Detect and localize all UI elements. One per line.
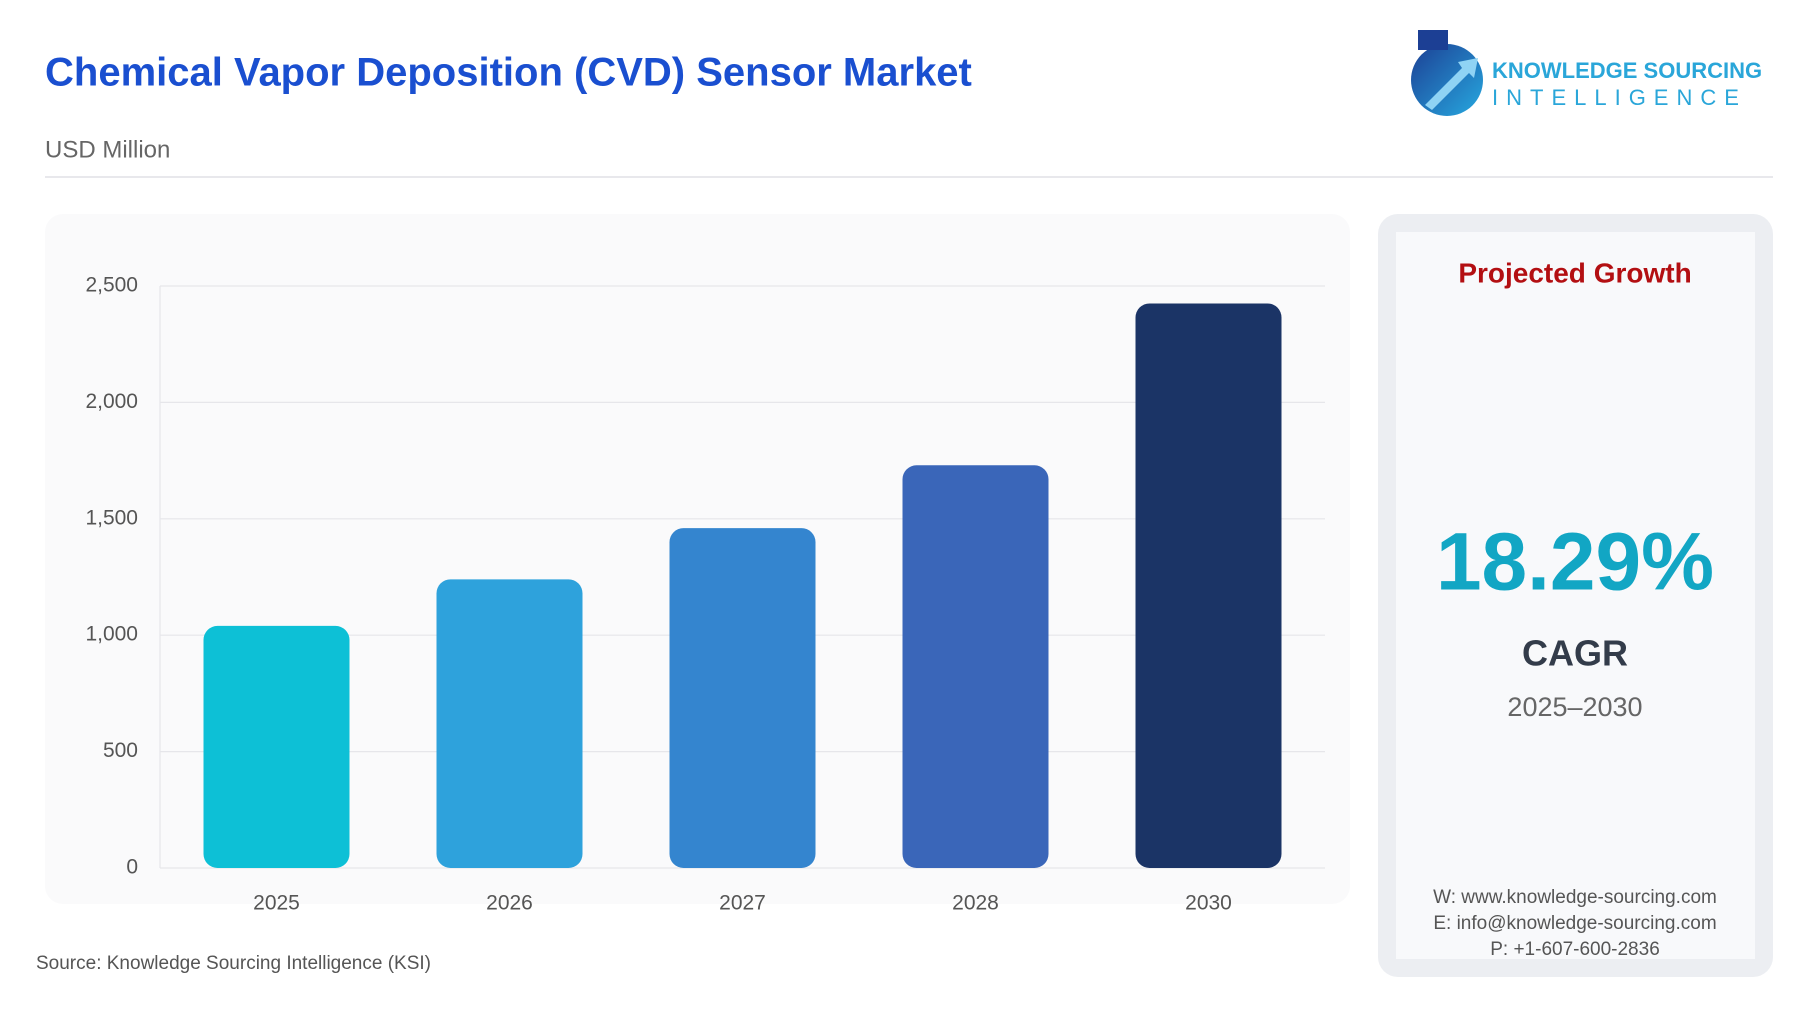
logo-text: INTELLIGENCE [1492,85,1747,110]
y-tick-label: 0 [126,856,138,879]
cagr-value: 18.29% [1436,517,1714,608]
card-heading: Projected Growth [1458,257,1691,288]
x-tick-label: 2028 [952,892,999,915]
logo: KNOWLEDGE SOURCING INTELLIGENCE [1411,30,1762,116]
bar [1135,303,1282,869]
logo-blocks [1418,30,1448,50]
cagr-label: CAGR [1522,633,1628,674]
x-tick-label: 2025 [253,892,300,915]
x-tick-label: 2027 [719,892,766,915]
card [1396,232,1755,959]
y-tick-label: 1,000 [85,623,138,646]
contact: E: info@knowledge-sourcing.com [1433,913,1716,934]
logo-icon [1411,44,1483,116]
x-tick-label: 2026 [486,892,533,915]
contact: W: www.knowledge-sourcing.com [1433,887,1717,908]
chart-subtitle: USD Million [45,136,170,163]
bar [436,579,583,868]
bar [203,625,350,868]
logo-text: KNOWLEDGE SOURCING [1492,58,1762,83]
x-tick-label: 2030 [1185,892,1232,915]
y-tick-label: 2,000 [85,390,138,413]
y-tick-label: 2,500 [85,274,138,297]
logo-arrow [1425,58,1478,110]
chart-title: Chemical Vapor Deposition (CVD) Sensor M… [45,51,972,95]
y-tick-label: 1,500 [85,506,138,529]
y-tick-label: 500 [103,739,138,762]
source: Source: Knowledge Sourcing Intelligence … [36,953,431,974]
cagr-period: 2025–2030 [1507,692,1642,722]
plot: 0 500 1,000 1,500 2,000 2,500 2025 2026 2027 2028… [85,274,1325,915]
bar [669,528,816,868]
contact: P: +1-607-600-2836 [1490,939,1660,960]
bar [902,465,1049,868]
